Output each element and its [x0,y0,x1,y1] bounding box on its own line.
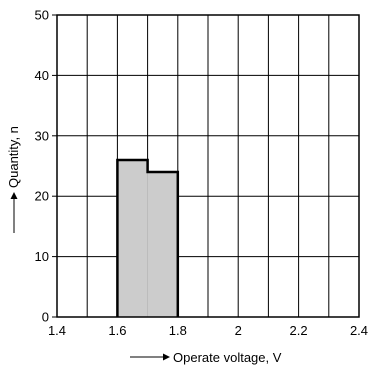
x-tick-label: 2 [235,323,242,338]
y-tick-label: 0 [42,310,49,325]
grid-lines [57,15,359,317]
y-tick-label: 20 [35,189,49,204]
x-tick-label: 1.8 [169,323,187,338]
x-tick-label: 1.6 [108,323,126,338]
x-axis-label: Operate voltage, V [173,350,282,365]
x-tick-labels: 1.4 1.6 1.8 2 2.2 2.4 [48,323,368,338]
y-tick-label: 30 [35,128,49,143]
x-tick-label: 2.4 [350,323,368,338]
y-axis-arrowhead [10,192,18,199]
y-axis-title: Quantity, n [6,126,21,233]
x-axis-title: Operate voltage, V [130,350,282,365]
y-tick-label: 50 [35,8,49,23]
bar [147,172,178,317]
y-tick-labels: 0 10 20 30 40 50 [35,8,57,325]
bar-outline [116,158,180,317]
bar [117,159,148,317]
x-tick-label: 2.2 [290,323,308,338]
y-tick-label: 40 [35,68,49,83]
plot-frame [56,14,360,318]
y-tick-label: 10 [35,249,49,264]
x-axis-arrowhead [163,353,170,361]
y-axis-label: Quantity, n [6,126,21,188]
x-tick-label: 1.4 [48,323,66,338]
bars [116,158,180,317]
